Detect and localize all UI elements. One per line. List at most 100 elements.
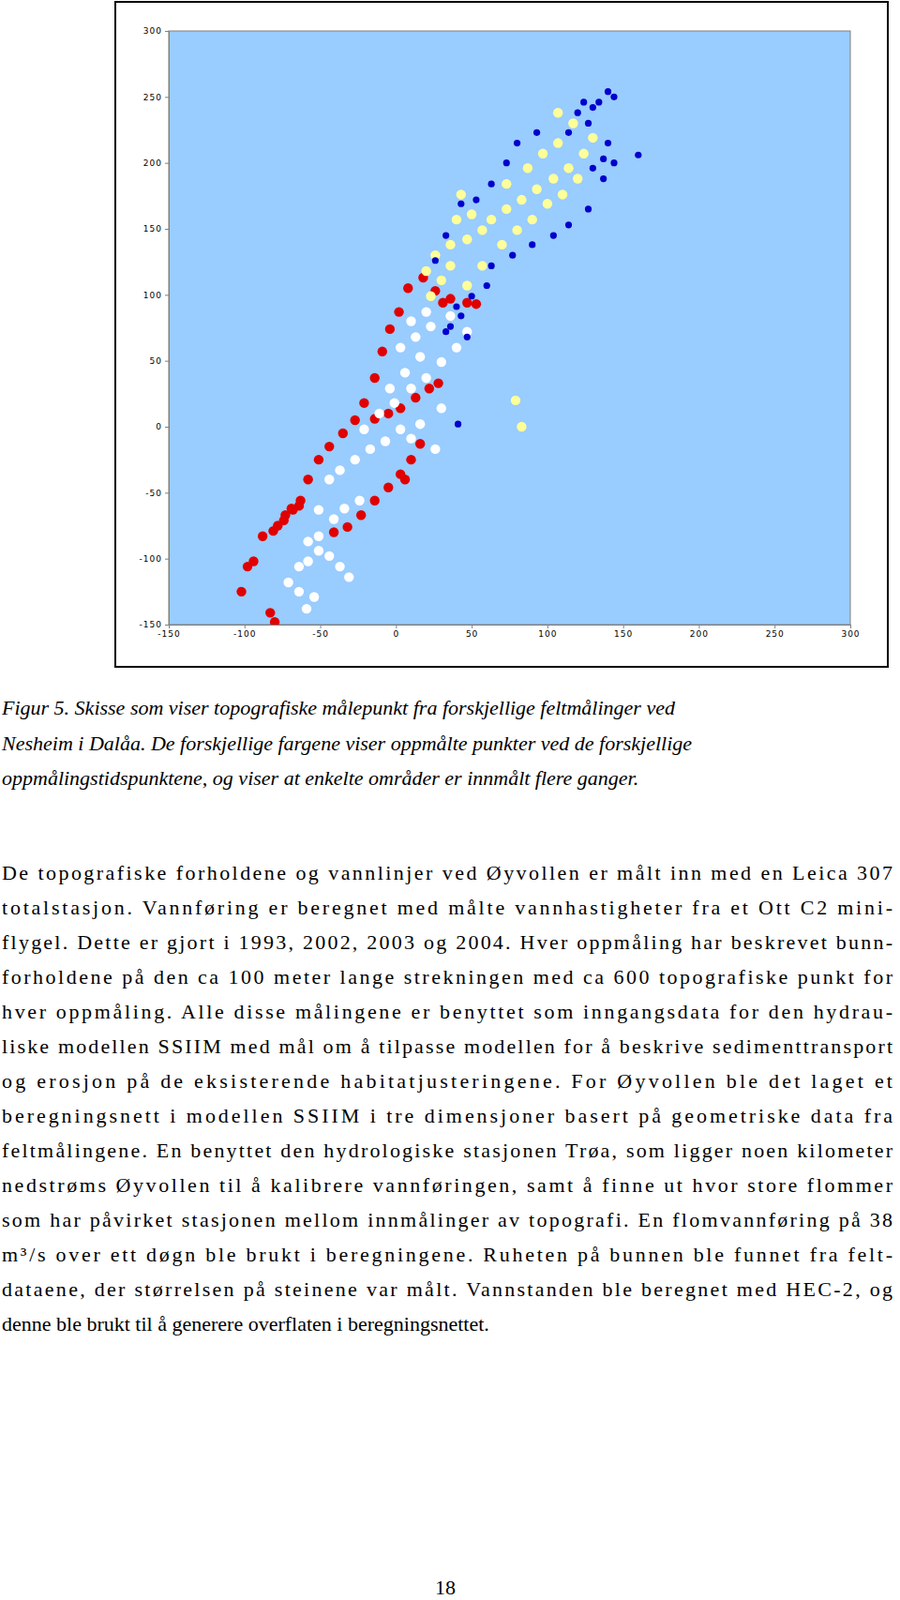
point — [477, 225, 487, 235]
tick-mark — [395, 624, 397, 629]
point — [572, 173, 583, 183]
x-axis: -150-100-50050100150200250300 — [157, 624, 860, 639]
point — [270, 616, 280, 625]
tick: 50 — [465, 624, 479, 639]
tick: 100 — [538, 624, 557, 639]
caption-line: oppmålingstidspunktene, og viser at enke… — [1, 765, 639, 790]
point — [553, 107, 563, 118]
tick-mark — [165, 30, 169, 32]
point — [442, 328, 450, 335]
tick-label: 100 — [143, 290, 163, 300]
point — [501, 179, 511, 189]
point — [405, 383, 416, 393]
body-line: hver oppmåling. Alle disse målingene er … — [1, 999, 893, 1023]
point — [314, 454, 324, 465]
tick: 100 — [143, 290, 169, 300]
point — [589, 104, 597, 111]
point — [466, 209, 477, 219]
point — [265, 607, 275, 617]
point — [385, 324, 395, 334]
tick-mark — [165, 163, 169, 165]
point — [395, 342, 405, 352]
point — [294, 586, 304, 597]
body-line: nedstrøms Øyvollen til å kalibrere vannf… — [1, 1172, 894, 1197]
point — [236, 586, 246, 597]
point — [527, 214, 538, 225]
point — [604, 88, 612, 95]
tick: -50 — [145, 488, 169, 498]
tick-mark — [623, 624, 625, 629]
tick-label: -100 — [139, 554, 163, 564]
point — [483, 282, 491, 289]
tick-mark — [320, 624, 322, 629]
tick: 250 — [765, 624, 785, 639]
point — [565, 129, 572, 136]
point — [496, 240, 507, 250]
point — [585, 205, 592, 212]
point — [338, 428, 348, 438]
point — [395, 424, 405, 435]
point — [451, 214, 462, 225]
point — [405, 315, 416, 326]
point — [589, 165, 597, 172]
point — [433, 377, 443, 388]
point — [568, 118, 578, 128]
tick-mark — [165, 96, 169, 98]
point — [477, 260, 487, 270]
point — [324, 474, 334, 484]
point — [324, 551, 334, 561]
point — [471, 299, 481, 309]
body-line: denne ble brukt til å generere overflate… — [1, 1311, 490, 1335]
point — [436, 275, 447, 285]
plot-border — [168, 30, 851, 625]
point — [442, 231, 450, 239]
point — [574, 109, 582, 117]
point — [457, 200, 465, 208]
point — [503, 159, 510, 166]
body-line: totalstasjon. Vannføring er beregnet med… — [1, 895, 893, 919]
point — [359, 424, 369, 435]
point — [334, 465, 345, 475]
point — [324, 441, 334, 451]
point — [354, 495, 364, 506]
tick-label: 200 — [690, 629, 709, 639]
point — [447, 322, 454, 330]
point — [385, 383, 395, 393]
point — [445, 240, 455, 250]
point — [302, 536, 313, 546]
tick-label: -50 — [312, 629, 330, 639]
point — [334, 561, 345, 571]
tick-label: 300 — [840, 629, 860, 639]
point — [314, 504, 324, 514]
point — [531, 184, 541, 195]
tick-mark — [698, 624, 700, 629]
body-line: beregningsnett i modellen SSIIM i tre di… — [1, 1103, 893, 1127]
point — [600, 175, 607, 182]
point — [370, 495, 380, 506]
point — [516, 195, 526, 205]
point — [356, 510, 366, 520]
point — [580, 98, 587, 105]
tick-mark — [774, 624, 776, 629]
point — [511, 225, 522, 235]
point — [542, 198, 553, 209]
point — [350, 415, 360, 425]
tick: 150 — [614, 624, 633, 639]
point — [436, 357, 447, 367]
point — [464, 333, 471, 341]
tick-mark — [165, 228, 169, 230]
tick: 300 — [840, 624, 860, 639]
point — [380, 435, 390, 446]
tick-mark — [165, 558, 169, 560]
point — [454, 420, 462, 428]
point — [415, 351, 425, 361]
tick-label: -150 — [157, 629, 180, 639]
point — [359, 397, 369, 407]
tick: 50 — [150, 356, 169, 366]
body-line: liske modellen SSIIM med mål om å tilpas… — [1, 1034, 893, 1058]
points — [236, 88, 642, 625]
point — [604, 139, 612, 147]
body-line: m³/s over ett døgn ble brukt i beregning… — [1, 1242, 893, 1266]
point — [595, 98, 602, 105]
tick-label: 200 — [143, 158, 163, 168]
